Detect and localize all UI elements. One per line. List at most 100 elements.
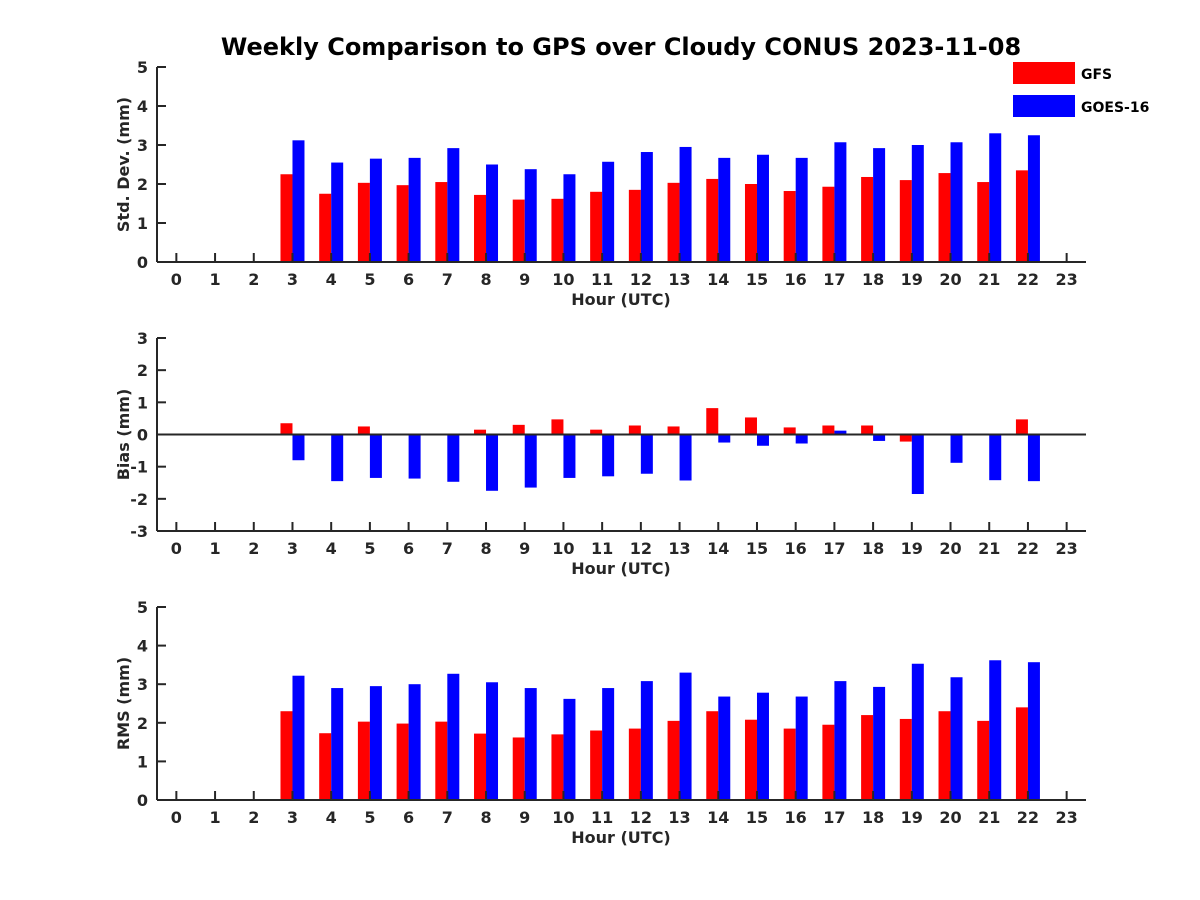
x-tick-label-bias-15: 15 (746, 539, 768, 558)
bar-bias-gfs-9 (513, 425, 525, 435)
bar-stddev-gfs-5 (358, 183, 370, 262)
bar-stddev-gfs-9 (513, 200, 525, 262)
bar-rms-goes16-17 (834, 681, 846, 800)
x-tick-label-rms-9: 9 (519, 808, 530, 827)
bar-stddev-gfs-18 (861, 177, 873, 262)
x-tick-label-stddev-13: 13 (668, 270, 690, 289)
bar-rms-goes16-3 (292, 676, 304, 800)
x-tick-label-stddev-17: 17 (823, 270, 845, 289)
bar-rms-gfs-12 (629, 729, 641, 800)
bar-bias-goes16-4 (331, 435, 343, 482)
bar-stddev-gfs-19 (900, 180, 912, 262)
x-tick-label-bias-23: 23 (1056, 539, 1078, 558)
y-tick-label-rms-3: 3 (137, 675, 148, 694)
bar-bias-goes16-6 (409, 435, 421, 479)
bar-bias-goes16-20 (951, 435, 963, 463)
bar-rms-goes16-19 (912, 664, 924, 800)
x-tick-label-rms-17: 17 (823, 808, 845, 827)
x-tick-label-stddev-16: 16 (785, 270, 807, 289)
x-tick-label-stddev-4: 4 (326, 270, 337, 289)
x-tick-label-bias-4: 4 (326, 539, 337, 558)
x-tick-label-bias-18: 18 (862, 539, 884, 558)
y-tick-label-bias--3: -3 (130, 522, 148, 541)
x-tick-label-rms-5: 5 (364, 808, 375, 827)
x-tick-label-rms-2: 2 (248, 808, 259, 827)
x-tick-label-stddev-0: 0 (171, 270, 182, 289)
x-tick-label-stddev-23: 23 (1056, 270, 1078, 289)
bar-stddev-gfs-6 (397, 185, 409, 262)
bar-stddev-goes16-11 (602, 162, 614, 262)
bar-rms-gfs-9 (513, 737, 525, 800)
bar-stddev-goes16-21 (989, 133, 1001, 262)
x-tick-label-rms-16: 16 (785, 808, 807, 827)
panel-rms: 0123450 1 2 3 4 5 6 7 8 9 10 11 12 13 14 15 16 17 18 19 20 21… (114, 598, 1086, 847)
bar-bias-goes16-13 (680, 435, 692, 481)
x-axis-label-rms: Hour (UTC) (571, 828, 671, 847)
bar-bias-gfs-10 (551, 419, 563, 434)
bar-rms-goes16-12 (641, 681, 653, 800)
bar-bias-goes16-15 (757, 435, 769, 446)
bar-rms-goes16-18 (873, 687, 885, 800)
bar-stddev-gfs-21 (977, 182, 989, 262)
bar-rms-goes16-15 (757, 693, 769, 800)
bar-bias-goes16-19 (912, 435, 924, 495)
bar-stddev-goes16-19 (912, 145, 924, 262)
bar-stddev-gfs-3 (280, 174, 292, 262)
bar-rms-goes16-11 (602, 688, 614, 800)
x-tick-label-stddev-18: 18 (862, 270, 884, 289)
x-tick-label-stddev-14: 14 (707, 270, 729, 289)
x-tick-label-rms-4: 4 (326, 808, 337, 827)
bar-rms-goes16-22 (1028, 662, 1040, 800)
bar-stddev-gfs-11 (590, 192, 602, 262)
y-axis-label-bias: Bias (mm) (114, 389, 133, 481)
bar-rms-gfs-18 (861, 715, 873, 800)
bar-stddev-goes16-20 (951, 142, 963, 262)
x-tick-label-stddev-20: 20 (939, 270, 961, 289)
bar-stddev-goes16-22 (1028, 135, 1040, 262)
y-tick-label-bias--2: -2 (130, 490, 148, 509)
x-axis-label-stddev: Hour (UTC) (571, 290, 671, 309)
x-tick-label-bias-9: 9 (519, 539, 530, 558)
bar-stddev-goes16-14 (718, 158, 730, 262)
bar-rms-gfs-5 (358, 722, 370, 800)
x-tick-label-bias-7: 7 (442, 539, 453, 558)
bar-stddev-goes16-13 (680, 147, 692, 262)
bar-rms-goes16-16 (796, 697, 808, 800)
x-tick-label-rms-3: 3 (287, 808, 298, 827)
bar-stddev-gfs-4 (319, 194, 331, 262)
x-tick-label-stddev-2: 2 (248, 270, 259, 289)
bar-rms-goes16-6 (409, 684, 421, 800)
bar-stddev-gfs-7 (435, 182, 447, 262)
bar-rms-gfs-17 (822, 725, 834, 800)
y-tick-label-bias-0: 0 (137, 426, 148, 445)
y-tick-label-bias-1: 1 (137, 393, 148, 412)
x-tick-label-bias-17: 17 (823, 539, 845, 558)
bar-rms-goes16-20 (951, 677, 963, 800)
y-axis-label-stddev: Std. Dev. (mm) (114, 97, 133, 232)
y-tick-label-rms-5: 5 (137, 598, 148, 617)
bar-bias-goes16-10 (563, 435, 575, 478)
bar-rms-goes16-8 (486, 682, 498, 800)
x-tick-label-bias-16: 16 (785, 539, 807, 558)
x-tick-label-bias-5: 5 (364, 539, 375, 558)
y-tick-label-stddev-0: 0 (137, 253, 148, 272)
chart-legend: GFS GOES-16 (1013, 62, 1149, 117)
bar-bias-goes16-11 (602, 435, 614, 477)
x-tick-label-rms-13: 13 (668, 808, 690, 827)
bar-stddev-goes16-10 (563, 174, 575, 262)
y-tick-label-rms-4: 4 (137, 637, 148, 656)
x-tick-label-bias-2: 2 (248, 539, 259, 558)
bar-bias-goes16-7 (447, 435, 459, 482)
x-tick-label-stddev-15: 15 (746, 270, 768, 289)
bar-stddev-gfs-22 (1016, 170, 1028, 262)
y-tick-label-rms-2: 2 (137, 714, 148, 733)
x-tick-label-rms-8: 8 (480, 808, 491, 827)
x-tick-label-bias-20: 20 (939, 539, 961, 558)
bar-bias-goes16-9 (525, 435, 537, 488)
x-tick-label-stddev-11: 11 (591, 270, 613, 289)
chart-figure: Weekly Comparison to GPS over Cloudy CON… (0, 0, 1200, 900)
x-tick-label-bias-13: 13 (668, 539, 690, 558)
x-tick-label-bias-22: 22 (1017, 539, 1039, 558)
